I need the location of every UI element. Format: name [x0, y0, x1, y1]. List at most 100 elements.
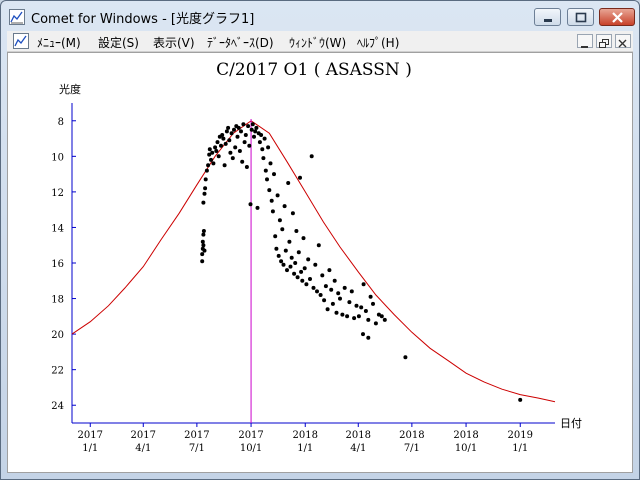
mdi-minimize-button[interactable]: [577, 34, 593, 48]
observation-point: [200, 239, 205, 244]
observation-point: [226, 125, 231, 130]
menu-item-help[interactable]: ﾍﾙﾌﾟ(H): [357, 36, 400, 50]
observation-point: [262, 136, 267, 141]
menu-item-view[interactable]: 表示(V): [153, 36, 195, 50]
observation-point: [287, 239, 292, 244]
observation-point: [334, 310, 339, 315]
observation-point: [259, 133, 264, 137]
minimize-button[interactable]: [534, 8, 561, 26]
x-tick-month: 1/1: [82, 443, 98, 454]
observation-point: [233, 145, 238, 150]
x-tick-month: 1/1: [512, 443, 528, 454]
y-tick-label: 10: [51, 152, 64, 163]
x-tick-year: 2018: [453, 430, 478, 441]
observation-point: [371, 301, 375, 306]
observation-point: [361, 332, 365, 337]
observation-point: [237, 149, 242, 153]
title-bar[interactable]: Comet for Windows - [光度グラフ1]: [1, 1, 639, 31]
predicted-curve: [71, 120, 556, 403]
observation-point: [209, 157, 213, 162]
observation-point: [268, 161, 273, 166]
observation-point: [366, 317, 371, 322]
observation-point: [330, 301, 335, 306]
x-tick-year: 2019: [508, 430, 533, 441]
minimize-icon: [581, 46, 588, 48]
observation-point: [207, 147, 212, 152]
menu-item-menu[interactable]: ﾒﾆｭｰ(M): [37, 36, 81, 50]
close-button[interactable]: [599, 8, 635, 26]
observation-point: [338, 296, 342, 301]
observation-point: [290, 211, 295, 216]
observation-point: [241, 122, 246, 127]
observation-point: [229, 131, 234, 136]
graph-client-area: C/2017 O1 ( ASASSN ) 光度 日付 8 10 12 14 16 18 20…: [7, 52, 633, 473]
observation-point: [203, 186, 208, 191]
observation-point: [361, 282, 366, 287]
y-tick-label: 18: [51, 295, 64, 306]
observation-point: [261, 156, 266, 161]
observation-point: [200, 252, 205, 257]
observation-point: [368, 294, 373, 299]
x-tick-month: 1/1: [297, 443, 313, 454]
y-tick-label: 20: [51, 330, 64, 341]
observation-point: [403, 355, 408, 360]
observation-point: [203, 177, 208, 182]
observation-point: [311, 285, 316, 290]
observation-point: [270, 209, 275, 214]
observation-point: [266, 145, 271, 150]
observation-point: [295, 275, 300, 280]
observation-point: [289, 255, 294, 260]
maximize-button[interactable]: [567, 8, 594, 26]
observation-point: [313, 262, 318, 267]
observation-point: [239, 129, 243, 134]
observation-point: [376, 312, 381, 317]
observation-point: [363, 309, 368, 313]
graph-document-icon[interactable]: [13, 33, 29, 49]
observation-point: [230, 156, 235, 161]
observation-point: [359, 305, 364, 310]
observation-point: [228, 150, 233, 155]
observation-point: [298, 175, 302, 180]
observation-point: [249, 127, 254, 132]
graph-icon[interactable]: [9, 9, 25, 25]
y-tick-label: 14: [51, 223, 64, 234]
menu-item-settings[interactable]: 設定(S): [98, 36, 139, 50]
observation-point: [220, 133, 225, 137]
observation-point: [285, 268, 289, 273]
observation-point: [265, 177, 269, 182]
menu-item-database[interactable]: ﾃﾞｰﾀﾍﾞｰｽ(D): [207, 36, 274, 50]
x-tick-year: 2018: [346, 430, 371, 441]
observation-point: [204, 168, 209, 173]
observation-point: [356, 314, 361, 319]
observation-point: [276, 253, 281, 258]
observation-point: [320, 273, 325, 278]
observation-point: [304, 282, 309, 287]
observation-point: [379, 314, 384, 319]
observation-point: [345, 314, 350, 319]
observation-point: [323, 284, 328, 289]
observation-point: [224, 129, 229, 134]
observation-point: [318, 293, 323, 297]
observation-point: [257, 140, 262, 145]
observation-point: [236, 125, 241, 130]
x-tick-month: 4/1: [135, 443, 151, 454]
observation-point: [210, 150, 215, 155]
observation-point: [349, 289, 354, 294]
mdi-restore-button[interactable]: [596, 34, 612, 48]
x-tick-year: 2017: [131, 430, 156, 441]
maximize-icon: [575, 12, 587, 23]
observation-point: [213, 145, 218, 150]
observation-point: [250, 122, 255, 127]
observation-point: [214, 149, 219, 153]
observation-point: [329, 287, 334, 292]
observation-point: [248, 202, 253, 207]
observation-point: [302, 266, 307, 271]
observation-point: [207, 152, 212, 157]
mdi-close-button[interactable]: [615, 34, 631, 48]
observation-point: [301, 236, 306, 241]
observation-point: [254, 125, 259, 130]
y-tick-label: 24: [51, 401, 64, 412]
menu-item-window[interactable]: ｳｨﾝﾄﾞｳ(W): [289, 36, 347, 50]
observation-point: [201, 200, 206, 205]
